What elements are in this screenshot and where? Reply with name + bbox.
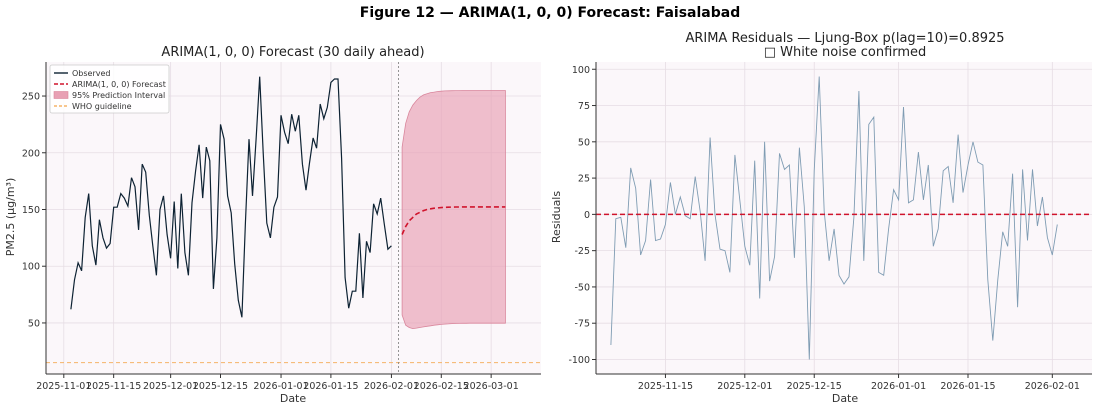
residuals-panel: ARIMA Residuals — Ljung-Box p(lag=10)=0.… [550,31,1005,405]
residuals-y-tick-label: -100 [568,355,590,366]
residuals-x-tick-label: 2025-12-15 [787,381,842,392]
residuals-series-line [610,76,1058,360]
residuals-y-axis-label: Residuals [550,191,563,243]
legend-interval-swatch [53,91,69,99]
forecast-x-tick-label: 2025-11-01 [36,381,91,392]
residuals-y-tick-label: 50 [578,137,590,148]
residuals-y-tick-label: -75 [574,319,590,330]
legend-who-label: WHO guideline [72,102,132,111]
forecast-x-tick-label: 2025-11-15 [86,381,141,392]
residuals-y-tick-label: -25 [574,246,590,257]
residuals-x-tick-label: 2026-02-01 [1025,381,1080,392]
residuals-y-tick-label: 75 [578,101,590,112]
forecast-legend: Observed ARIMA(1, 0, 0) Forecast 95% Predi… [49,64,170,114]
forecast-panel: ARIMA(1, 0, 0) Forecast (30 daily ahead)… [4,45,425,405]
forecast-y-tick-label: 200 [22,148,40,159]
residuals-y-tick-label: 100 [572,65,590,76]
residuals-plot-area [596,62,1092,374]
forecast-x-tick-label: 2026-02-15 [414,381,469,392]
forecast-x-tick-label: 2025-12-01 [143,381,198,392]
figure-title: Figure 12 — ARIMA(1, 0, 0) Forecast: Fai… [360,5,741,21]
forecast-x-tick-label: 2026-03-01 [464,381,519,392]
forecast-y-axis-label: PM2.5 (μg/m³) [4,178,17,257]
forecast-x-tick-label: 2025-12-15 [193,381,248,392]
forecast-x-tick-label: 2026-01-01 [253,381,308,392]
legend-observed-label: Observed [72,69,111,78]
residuals-x-tick-label: 2025-11-15 [638,381,693,392]
residuals-plot-background [596,62,1092,374]
forecast-x-tick-label: 2026-02-01 [364,381,419,392]
residuals-y-tick-label: 25 [578,174,590,185]
forecast-x-tick-label: 2026-01-15 [303,381,358,392]
residuals-y-tick-label: -50 [574,282,590,293]
forecast-y-tick-label: 50 [28,318,40,329]
residuals-y-tick-label: 0 [584,210,590,221]
forecast-y-tick-label: 150 [22,205,40,216]
residuals-x-tick-label: 2025-12-01 [717,381,772,392]
residuals-x-axis-label: Date [832,392,859,405]
legend-interval-label: 95% Prediction Interval [72,91,165,100]
observed-series-line [70,76,392,318]
prediction-interval-band [401,90,506,330]
forecast-plot-area [46,62,541,374]
residuals-panel-subtitle: □ White noise confirmed [764,45,927,60]
residuals-panel-title: ARIMA Residuals — Ljung-Box p(lag=10)=0.… [685,31,1004,46]
residuals-x-tick-label: 2026-01-15 [940,381,995,392]
legend-box [49,64,170,114]
residuals-x-tick-label: 2026-01-01 [871,381,926,392]
forecast-panel-title: ARIMA(1, 0, 0) Forecast (30 daily ahead) [161,45,424,60]
forecast-x-axis-label: Date [280,392,307,405]
forecast-series-line [401,206,506,235]
residuals-axes: -100 -75 -50 -25 0 25 50 75 100 2025-11-15 2025-12… [568,62,1092,392]
forecast-y-tick-label: 250 [22,92,40,103]
forecast-y-tick-label: 100 [22,262,40,273]
legend-forecast-label: ARIMA(1, 0, 0) Forecast [72,80,166,89]
